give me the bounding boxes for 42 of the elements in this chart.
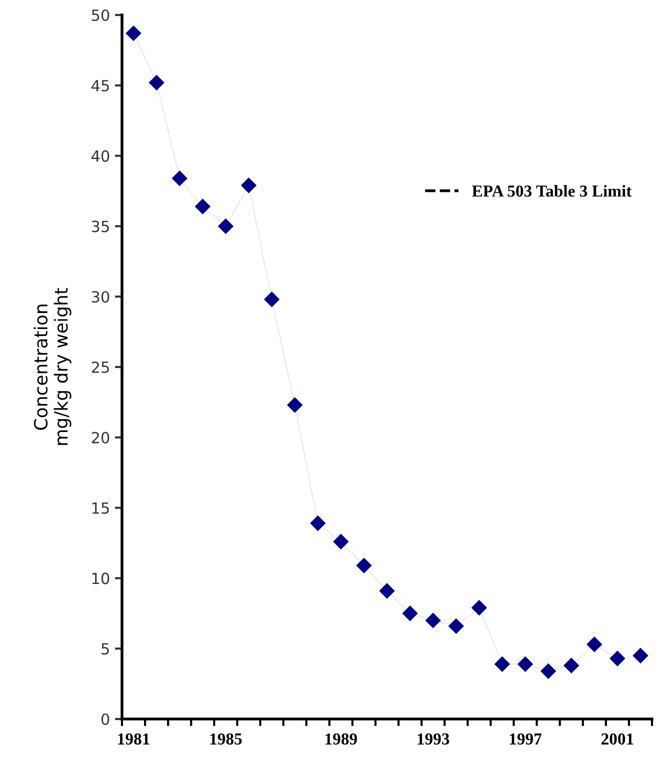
y-tick-label: 45 [92, 80, 109, 92]
point [333, 534, 348, 550]
point [126, 26, 142, 41]
point [426, 612, 441, 628]
y-tick-label: 15 [92, 502, 109, 514]
point [356, 558, 372, 574]
point [195, 198, 210, 214]
point [540, 664, 556, 679]
y-tick-label: 35 [92, 220, 109, 232]
point [148, 75, 164, 90]
point [448, 618, 464, 634]
y-tick-label: 5 [102, 643, 109, 655]
y-tick-label: 0 [101, 713, 110, 726]
point [564, 658, 579, 674]
point [610, 650, 626, 666]
point [518, 656, 533, 672]
point [287, 397, 302, 413]
x-tick-label: 1981 [118, 733, 150, 745]
y-tick-label: 20 [92, 432, 110, 444]
y-tick-label: 50 [92, 9, 110, 22]
point [632, 648, 648, 664]
legend-label: EPA 503 Table 3 Limit [472, 184, 632, 197]
point [172, 170, 188, 186]
y-tick-label: 30 [92, 291, 110, 303]
x-tick-label: 1997 [510, 733, 542, 745]
x-tick-label: 1989 [326, 733, 357, 745]
y-axis-title: Concentration mg/kg dry weight [34, 288, 72, 445]
point [586, 636, 602, 652]
point [218, 218, 234, 234]
point [310, 516, 326, 531]
y-tick-label: 25 [92, 361, 109, 374]
y-tick-label: 40 [92, 150, 110, 162]
x-tick-label: 1993 [418, 733, 450, 745]
point [402, 606, 418, 621]
point [379, 583, 395, 598]
y-tick-label: 10 [92, 572, 110, 584]
point [472, 600, 487, 616]
x-tick-label: 1985 [210, 733, 242, 745]
point [494, 656, 510, 672]
point [264, 292, 280, 307]
point [241, 178, 256, 193]
x-tick-label: 2001 [601, 733, 634, 745]
